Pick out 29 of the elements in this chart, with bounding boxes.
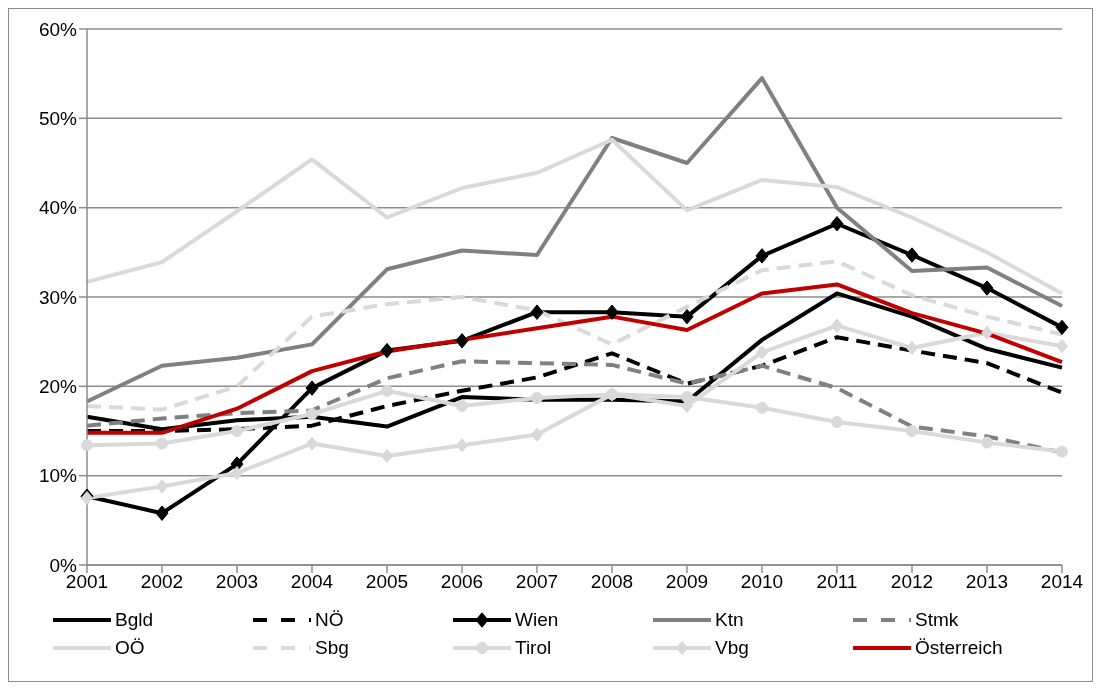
x-tick-label: 2006 bbox=[440, 571, 484, 593]
legend-label: Sbg bbox=[315, 637, 349, 659]
y-tick-label: 60% bbox=[38, 18, 78, 40]
legend-label: Bgld bbox=[115, 609, 154, 631]
legend-label: Vbg bbox=[715, 637, 749, 659]
x-tick-label: 2009 bbox=[665, 571, 709, 593]
x-tick-label: 2007 bbox=[515, 571, 559, 593]
x-tick-label: 2002 bbox=[140, 571, 184, 593]
y-tick-label: 40% bbox=[38, 197, 78, 219]
x-tick-label: 2005 bbox=[365, 571, 409, 593]
legend-label: Wien bbox=[515, 609, 559, 631]
y-tick-label: 20% bbox=[38, 376, 78, 398]
legend-label: Ktn bbox=[715, 609, 744, 631]
legend-label: Österreich bbox=[915, 637, 1003, 659]
x-tick-label: 2003 bbox=[215, 571, 259, 593]
y-tick-label: 50% bbox=[38, 108, 78, 130]
x-tick-label: 2010 bbox=[740, 571, 784, 593]
x-tick-label: 2004 bbox=[290, 571, 334, 593]
x-tick-label: 2011 bbox=[816, 571, 858, 593]
y-tick-label: 30% bbox=[38, 286, 78, 308]
x-tick-label: 2013 bbox=[965, 571, 1009, 593]
y-tick-label: 10% bbox=[38, 465, 78, 487]
legend-label: NÖ bbox=[315, 609, 344, 631]
legend-label: Tirol bbox=[515, 637, 552, 659]
legend-label: Stmk bbox=[915, 609, 959, 631]
x-tick-label: 2014 bbox=[1040, 571, 1084, 593]
x-tick-label: 2012 bbox=[890, 571, 934, 593]
x-tick-label: 2008 bbox=[590, 571, 634, 593]
legend-label: OÖ bbox=[115, 637, 145, 659]
